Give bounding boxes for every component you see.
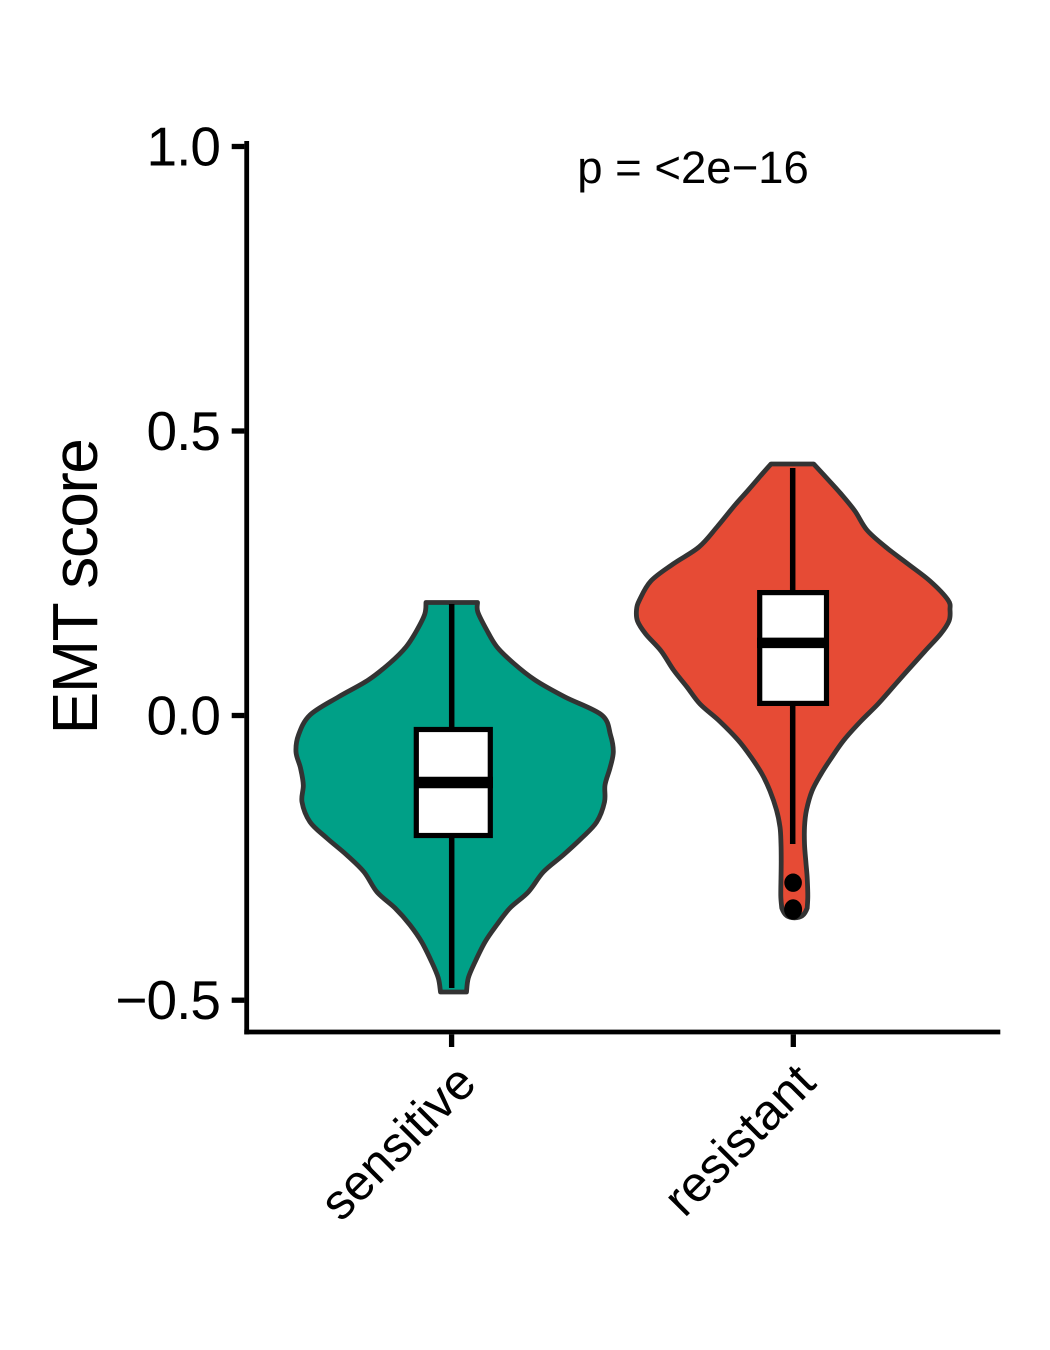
svg-text:0.0: 0.0	[147, 685, 220, 747]
svg-text:0.5: 0.5	[147, 400, 220, 462]
svg-text:EMT score: EMT score	[39, 440, 111, 735]
svg-text:p = <2e−16: p = <2e−16	[577, 142, 809, 193]
svg-text:−0.5: −0.5	[115, 969, 220, 1031]
svg-text:1.0: 1.0	[147, 116, 220, 178]
